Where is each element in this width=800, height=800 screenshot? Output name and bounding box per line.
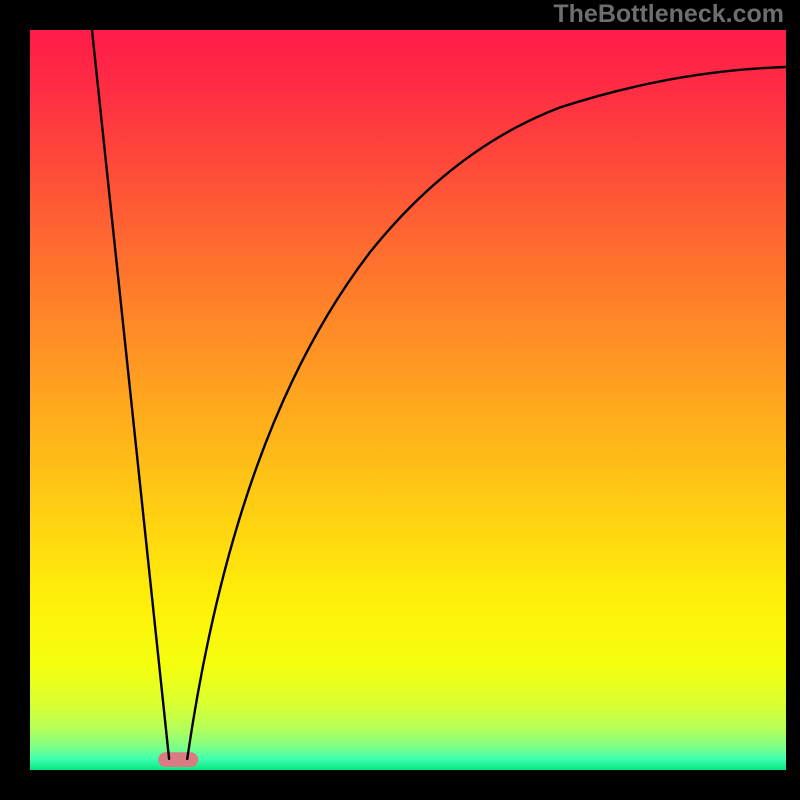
border-right	[786, 0, 800, 800]
figure-frame: TheBottleneck.com	[0, 0, 800, 800]
attribution-label: TheBottleneck.com	[553, 2, 784, 27]
border-bottom	[0, 770, 800, 800]
plot-area	[30, 30, 786, 770]
curve-right-leg	[187, 67, 786, 759]
curve-left-leg	[92, 30, 169, 759]
optimum-marker	[158, 752, 198, 767]
border-left	[0, 0, 30, 800]
bottleneck-curve	[30, 30, 786, 770]
